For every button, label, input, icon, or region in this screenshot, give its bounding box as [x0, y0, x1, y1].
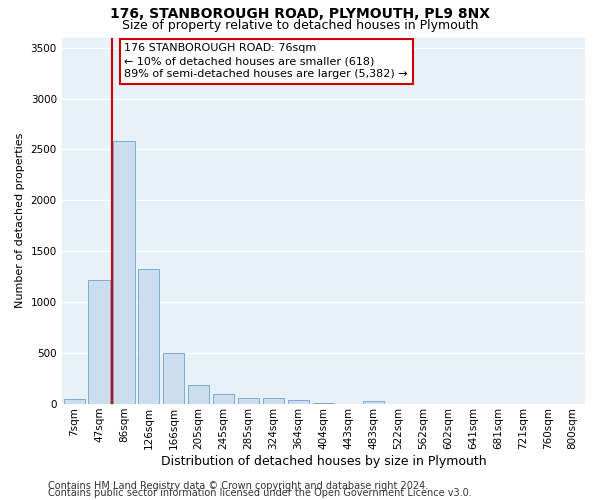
Bar [88, 280, 110, 404]
Bar [64, 399, 85, 404]
Text: 176, STANBOROUGH ROAD, PLYMOUTH, PL9 8NX: 176, STANBOROUGH ROAD, PLYMOUTH, PL9 8NX [110, 8, 490, 22]
Bar [313, 403, 334, 404]
Bar [213, 394, 234, 404]
Bar [238, 398, 259, 404]
X-axis label: Distribution of detached houses by size in Plymouth: Distribution of detached houses by size … [161, 454, 486, 468]
Bar [113, 142, 134, 404]
Bar [138, 268, 160, 404]
Text: Size of property relative to detached houses in Plymouth: Size of property relative to detached ho… [122, 19, 478, 32]
Text: Contains public sector information licensed under the Open Government Licence v3: Contains public sector information licen… [48, 488, 472, 498]
Y-axis label: Number of detached properties: Number of detached properties [15, 133, 25, 308]
Bar [263, 398, 284, 404]
Text: 176 STANBOROUGH ROAD: 76sqm
← 10% of detached houses are smaller (618)
89% of se: 176 STANBOROUGH ROAD: 76sqm ← 10% of det… [124, 43, 408, 80]
Bar [163, 353, 184, 404]
Bar [362, 401, 384, 404]
Text: Contains HM Land Registry data © Crown copyright and database right 2024.: Contains HM Land Registry data © Crown c… [48, 481, 428, 491]
Bar [188, 385, 209, 404]
Bar [288, 400, 309, 404]
